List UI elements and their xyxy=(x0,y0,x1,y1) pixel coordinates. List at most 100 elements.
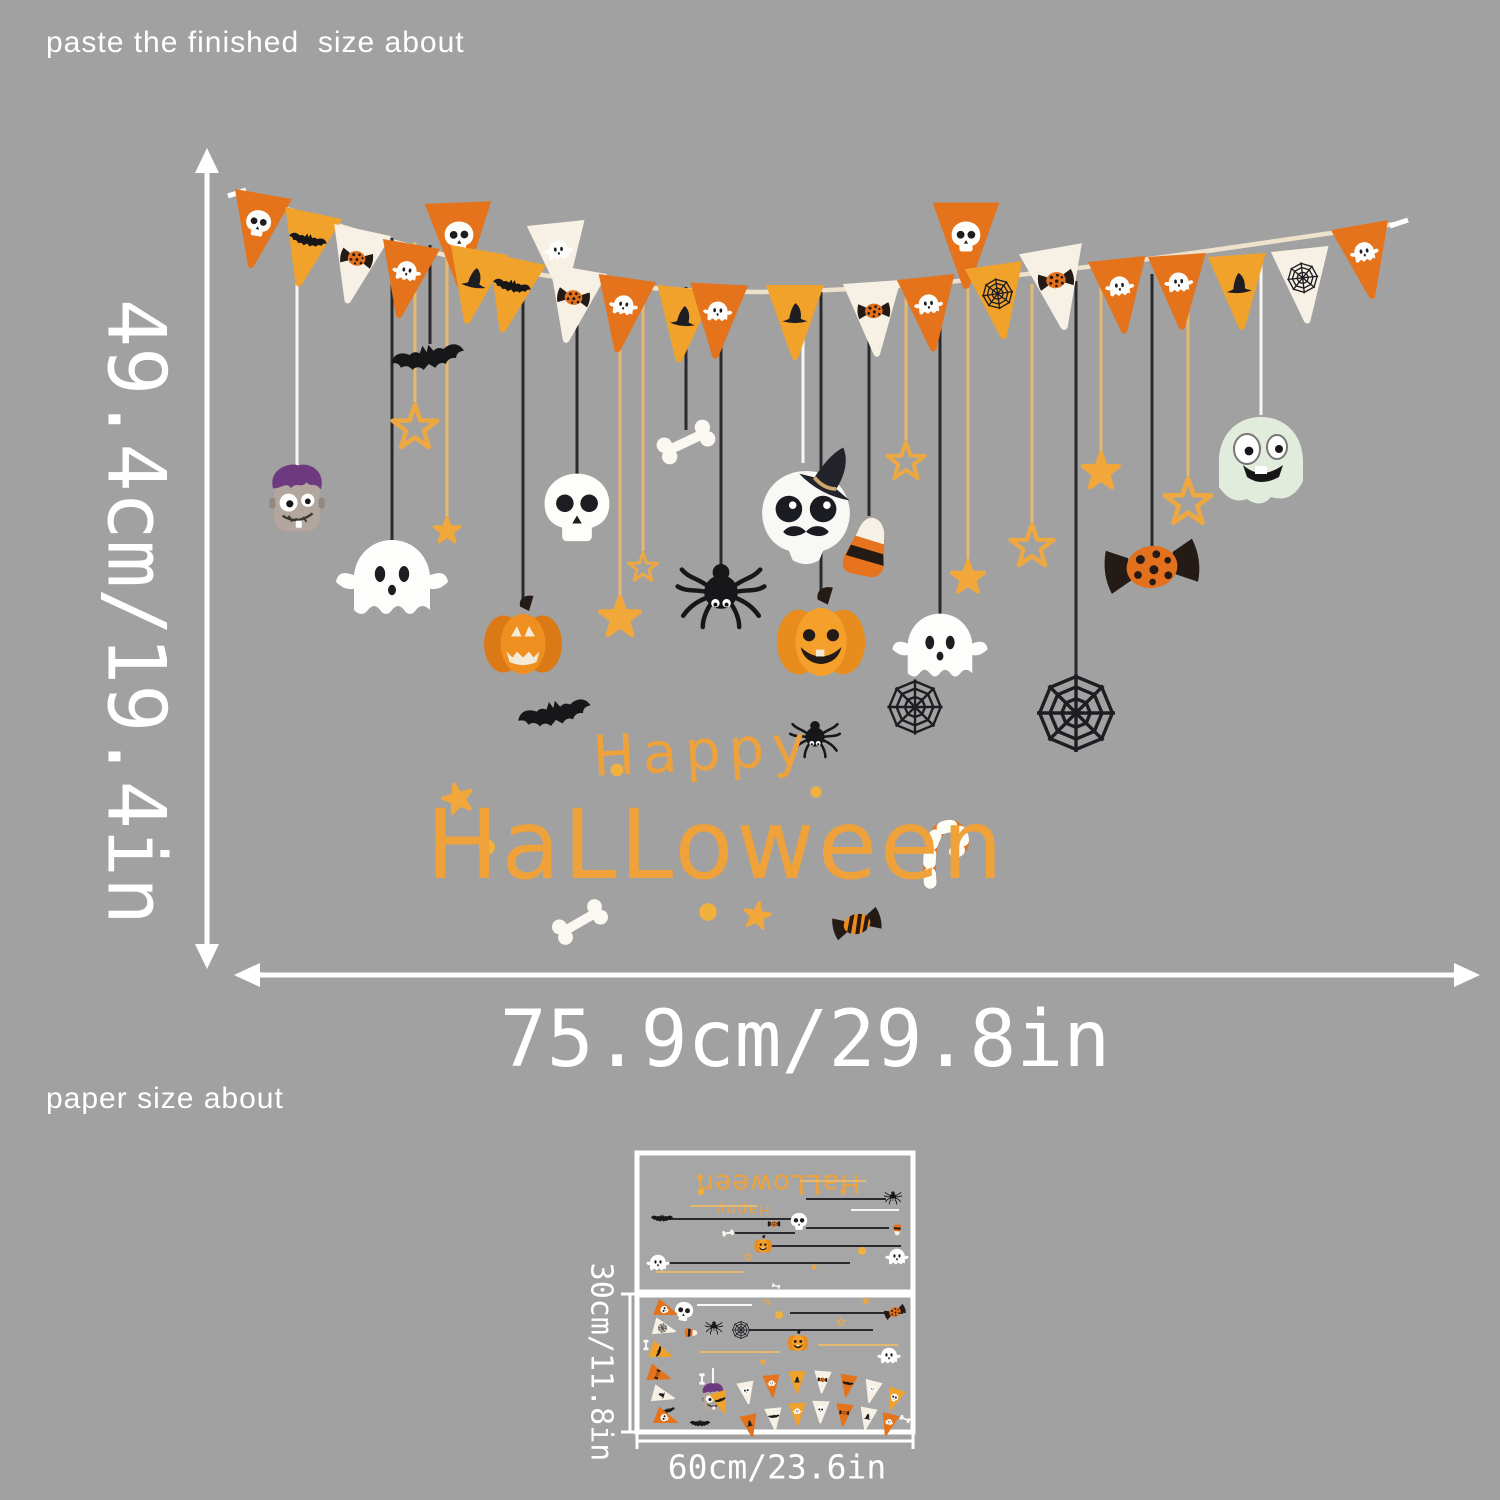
flag-pennant xyxy=(651,1317,676,1335)
candy-striped-icon xyxy=(830,906,883,940)
mini-greeting-line2: HaLLoween xyxy=(696,1168,860,1199)
flag-pennant xyxy=(1330,220,1389,299)
banner-flag-cream xyxy=(1270,245,1329,324)
greeting-line1: Happy xyxy=(591,713,815,789)
banner-flag-amber xyxy=(964,260,1023,340)
banner-flag-cream xyxy=(842,279,901,357)
width-dimension-arrow xyxy=(234,963,1480,987)
banner-flag-orange xyxy=(896,273,955,352)
flag-pennant xyxy=(764,1407,782,1431)
hanging-strings xyxy=(295,218,1263,674)
star-icon xyxy=(432,516,462,544)
banner-flag-amber xyxy=(709,1389,727,1414)
banner-flags xyxy=(234,189,1389,363)
star-icon xyxy=(949,559,987,594)
flag-pennant xyxy=(762,1374,780,1398)
banner-flag-orange xyxy=(382,239,441,318)
banner-flag-cream xyxy=(1019,243,1082,331)
dot-icon xyxy=(775,1311,783,1319)
flag-pennant xyxy=(1147,252,1206,330)
banner-flag-orange xyxy=(762,1374,780,1398)
banner-flag-cream xyxy=(736,1380,754,1405)
finished-width-label: 75.9cm/29.8in xyxy=(499,995,1111,1085)
ghost-icon xyxy=(336,540,448,614)
banner-flag-orange xyxy=(1147,252,1206,330)
banner-flag-cream xyxy=(549,264,608,343)
banner-flag-orange xyxy=(840,1373,858,1398)
banner-flag-cream xyxy=(860,1406,878,1431)
dot-icon xyxy=(697,1188,705,1196)
banner-flag-orange xyxy=(653,1406,678,1424)
candy-icon xyxy=(1102,538,1202,595)
sheet-width-measure xyxy=(635,1433,915,1449)
dot-icon xyxy=(858,1247,866,1255)
flag-pennant xyxy=(814,1370,832,1394)
flag-pennant xyxy=(489,253,546,333)
bat-icon xyxy=(515,693,594,733)
spiderweb-icon xyxy=(886,678,944,736)
banner-flag-cream xyxy=(764,1407,782,1431)
banner-flag-amber xyxy=(788,1402,806,1426)
flag-pennant xyxy=(1087,255,1146,334)
frankenstein-icon xyxy=(268,463,326,533)
star-outline-icon xyxy=(1165,479,1211,523)
banner-flag-orange xyxy=(836,1403,854,1427)
spiderweb-icon xyxy=(1035,672,1117,754)
banner-flag-cream xyxy=(334,224,391,304)
star-icon xyxy=(740,898,774,931)
spider-icon xyxy=(678,564,765,627)
pumpkin-bright-icon xyxy=(776,587,866,676)
banner-flag-amber xyxy=(489,253,546,333)
candy-corn-icon xyxy=(840,513,894,580)
ghost-green-icon xyxy=(1218,416,1304,505)
star-outline-icon xyxy=(1011,525,1054,566)
mini-greeting-line1: Happy xyxy=(714,1201,769,1217)
sheet-sticker-icons xyxy=(643,1173,911,1438)
star-icon xyxy=(1083,453,1119,487)
bone-icon xyxy=(549,896,611,948)
banner-flag-orange xyxy=(1330,220,1389,299)
skull-icon xyxy=(544,473,610,542)
candy-icon xyxy=(767,1221,781,1227)
banner-flag-cream xyxy=(651,1317,676,1335)
banner-flag-amber xyxy=(788,1371,806,1394)
flag-pennant xyxy=(690,282,749,359)
banner-flag-cream xyxy=(865,1379,883,1403)
banner-flag-amber xyxy=(889,1386,906,1411)
banner-flag-amber xyxy=(1207,252,1266,330)
flag-pennant xyxy=(896,273,955,352)
banner-flag-orange xyxy=(424,201,492,289)
banner-flag-orange xyxy=(1087,255,1146,334)
sheet-width-label: 60cm/23.6in xyxy=(667,1447,887,1487)
flag-pennant xyxy=(860,1406,878,1431)
greeting-line2: HaLLoween xyxy=(426,789,1006,901)
banner-flag-orange xyxy=(653,1298,678,1316)
sheet-sticker-strings xyxy=(656,1180,903,1391)
banner-flag-orange xyxy=(932,202,1000,289)
paper-sheets-inset: HaLLoween Happy xyxy=(621,1150,916,1449)
banner-flag-orange xyxy=(882,1411,900,1436)
flag-pennant xyxy=(739,1413,757,1438)
star-outline-icon xyxy=(393,405,437,447)
finished-size-note: paste the finished size about xyxy=(46,26,465,59)
flag-pennant xyxy=(650,1384,675,1402)
banner-cord-right-tip xyxy=(1389,217,1409,229)
banner-flag-orange xyxy=(234,189,293,268)
flag-pennant xyxy=(788,1402,806,1426)
pumpkin-icon xyxy=(484,595,562,674)
paper-size-note: paper size about xyxy=(46,1082,284,1115)
flag-pennant xyxy=(840,1373,858,1398)
sheet-height-measure xyxy=(621,1292,639,1434)
star-outline-icon xyxy=(626,551,660,582)
star-icon xyxy=(600,597,639,634)
dot-icon xyxy=(699,903,717,921)
banner-flag-amber xyxy=(285,207,342,287)
banner-flag-amber xyxy=(766,285,824,360)
banner-flag-amber xyxy=(648,1340,673,1358)
banner-flag-cream xyxy=(650,1384,675,1402)
banner-flag-cream xyxy=(814,1370,832,1394)
flag-pennant xyxy=(285,207,342,287)
banner-flag-cream xyxy=(812,1400,830,1424)
